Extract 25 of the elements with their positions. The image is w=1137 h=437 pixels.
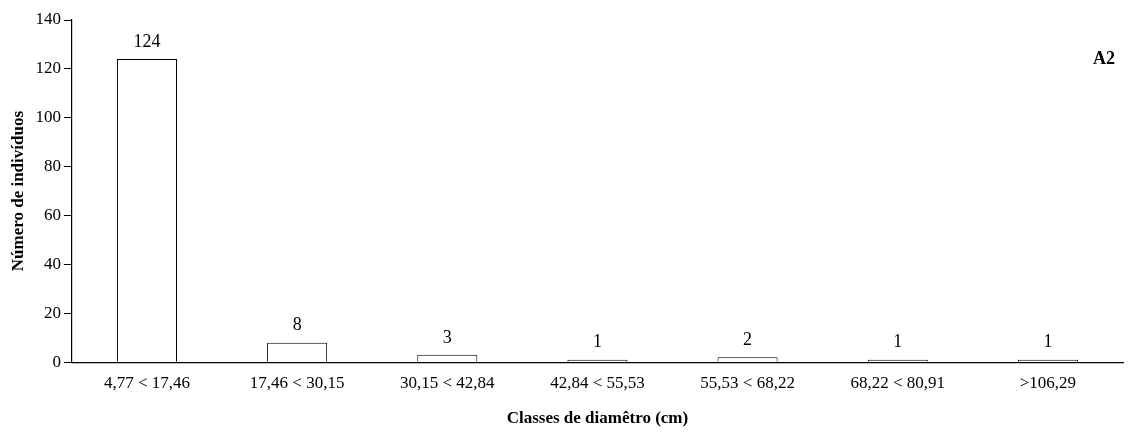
x-tick-label: 17,46 < 30,15 (249, 372, 345, 392)
x-tick-label: 55,53 < 68,22 (700, 372, 795, 392)
y-tick-label: 20 (43, 302, 61, 322)
x-tick-label: 68,22 < 80,91 (850, 372, 946, 392)
data-label: 1 (592, 331, 602, 352)
y-tick-label: 100 (35, 107, 61, 127)
x-axis-title: Classes de diamêtro (cm) (506, 408, 689, 428)
y-tick-label: 120 (35, 58, 61, 78)
y-tick-label: 80 (43, 156, 61, 176)
y-axis-title: Número de indivíduos (7, 110, 27, 272)
x-tick-label: 30,15 < 42,84 (400, 372, 496, 392)
y-tick-label: 140 (35, 9, 61, 29)
data-label: 3 (442, 326, 452, 347)
x-tick-label: 4,77 < 17,46 (103, 372, 191, 392)
data-label: 8 (292, 314, 302, 335)
data-label: 1 (1043, 331, 1053, 352)
x-tick-label: >106,29 (1019, 372, 1077, 392)
data-label: 1 (893, 331, 903, 352)
y-tick-label: 0 (52, 351, 61, 371)
annotation: A2 (1093, 47, 1115, 68)
data-label: 2 (743, 329, 753, 350)
data-label: 124 (133, 30, 161, 51)
y-tick-label: 60 (43, 205, 61, 225)
x-tick-label: 42,84 < 55,53 (550, 372, 645, 392)
y-tick-label: 40 (43, 253, 61, 273)
